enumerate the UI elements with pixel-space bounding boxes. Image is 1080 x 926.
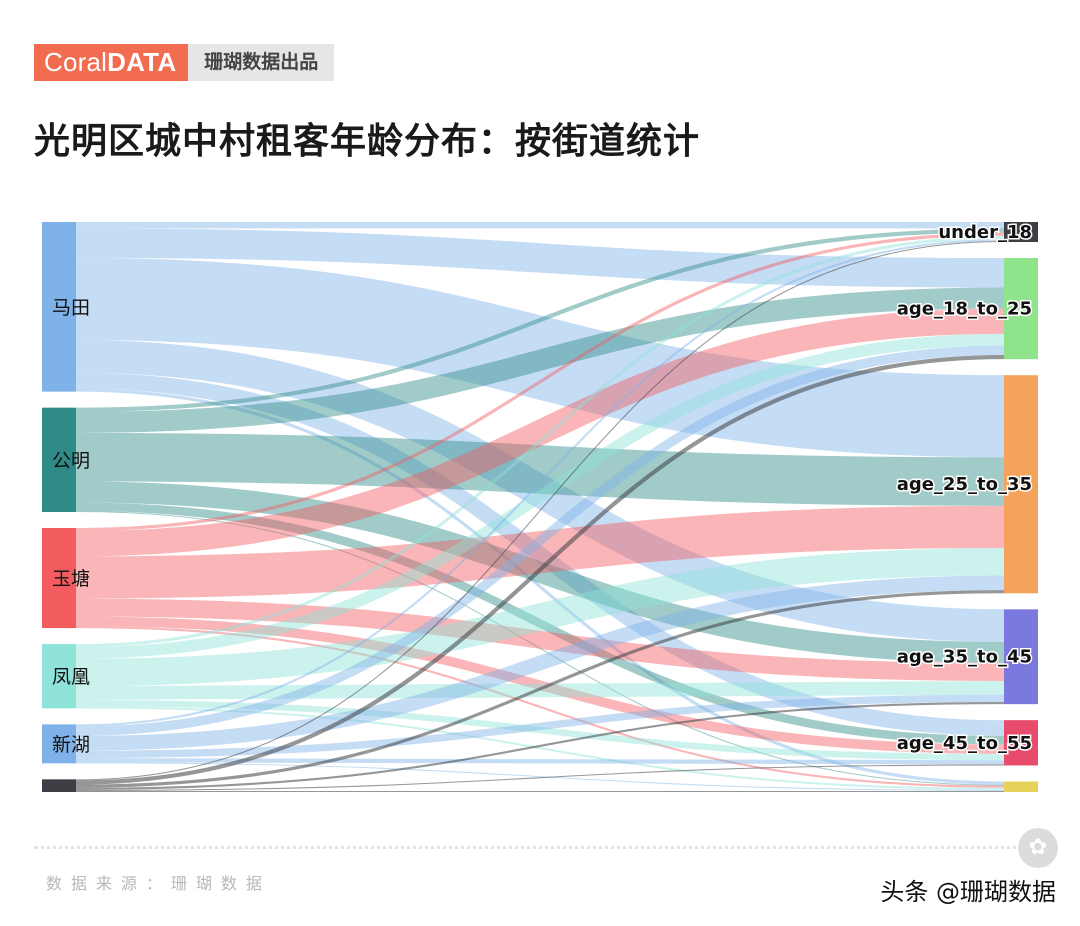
sankey-link bbox=[75, 702, 1005, 790]
sankey-link bbox=[75, 590, 1005, 788]
target-label: age_45_to_55 bbox=[897, 733, 1032, 754]
target-node bbox=[1004, 781, 1038, 792]
sankey-link bbox=[75, 505, 1005, 599]
sankey-link bbox=[75, 232, 1005, 532]
target-node bbox=[1004, 720, 1038, 766]
sankey-link bbox=[75, 340, 1005, 642]
chart-title: 光明区城中村租客年龄分布：按街道统计 bbox=[34, 121, 701, 162]
brand-header: CoralDATA 珊瑚数据出品 bbox=[34, 44, 335, 81]
sankey-link bbox=[75, 228, 1005, 412]
target-node bbox=[1004, 258, 1038, 360]
sankey-link bbox=[75, 598, 1005, 681]
sankey-link bbox=[75, 228, 1005, 288]
sankey-link bbox=[75, 388, 1005, 785]
coral-icon: ✿ bbox=[1018, 828, 1058, 868]
target-node bbox=[1004, 375, 1038, 594]
sankey-links bbox=[75, 222, 1005, 792]
source-node bbox=[42, 724, 76, 764]
sankey-link bbox=[75, 694, 1005, 759]
source-label: 凤凰 bbox=[52, 666, 90, 688]
target-label: under_18 bbox=[938, 222, 1032, 243]
sankey-link bbox=[75, 354, 1005, 785]
sankey-link bbox=[75, 345, 1005, 736]
coraldata-logo: CoralDATA bbox=[34, 44, 189, 81]
source-label: 玉塘 bbox=[52, 568, 90, 590]
sankey-link bbox=[75, 548, 1005, 687]
author-credit: 头条 @珊瑚数据 bbox=[880, 878, 1056, 906]
sankey-link bbox=[75, 625, 1005, 788]
sankey-link bbox=[75, 287, 1005, 433]
sankey-link bbox=[75, 575, 1005, 751]
source-node bbox=[42, 644, 76, 709]
data-source: 数据来源：珊瑚数据 bbox=[46, 874, 272, 893]
source-node bbox=[42, 779, 76, 792]
sankey-link bbox=[75, 308, 1005, 557]
footer-divider bbox=[34, 846, 1024, 849]
sankey-link bbox=[75, 510, 1005, 786]
sankey-link bbox=[75, 432, 1005, 506]
sankey-link bbox=[75, 616, 1005, 754]
target-node bbox=[1004, 609, 1038, 705]
logo-light-text: Coral bbox=[44, 47, 108, 77]
sankey-link bbox=[75, 257, 1005, 458]
logo-bold-text: DATA bbox=[107, 47, 177, 77]
sankey-link bbox=[75, 235, 1005, 648]
sankey-link bbox=[75, 762, 1005, 791]
brand-subtitle: 珊瑚数据出品 bbox=[188, 44, 335, 81]
sankey-link bbox=[75, 238, 1005, 727]
source-label: 马田 bbox=[52, 297, 90, 319]
source-label: 新湖 bbox=[52, 734, 90, 756]
source-node bbox=[42, 527, 76, 629]
sankey-link bbox=[75, 699, 1005, 761]
sankey-link bbox=[75, 333, 1005, 659]
sankey-link bbox=[75, 240, 1005, 781]
target-label: age_25_to_35 bbox=[897, 474, 1032, 495]
sankey-link bbox=[75, 706, 1005, 790]
target-node bbox=[1004, 222, 1038, 243]
source-node bbox=[42, 407, 76, 512]
target-label: age_35_to_45 bbox=[897, 647, 1032, 668]
sankey-link bbox=[75, 764, 1005, 791]
source-label: 公明 bbox=[52, 450, 90, 472]
sankey-link bbox=[75, 502, 1005, 745]
source-node bbox=[42, 222, 76, 392]
target-label: age_18_to_25 bbox=[897, 299, 1032, 320]
